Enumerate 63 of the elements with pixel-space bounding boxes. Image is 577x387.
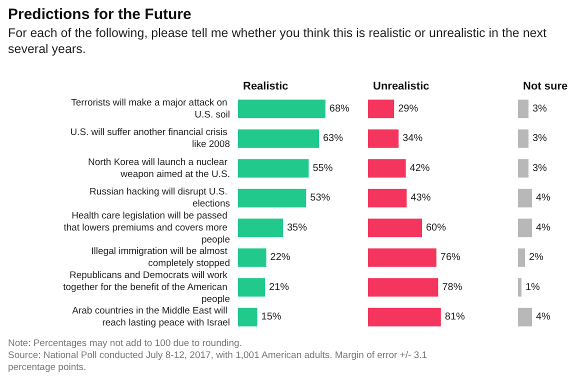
bar — [238, 248, 266, 267]
data-label: 4% — [536, 312, 551, 323]
y-tick-label: U.S. will suffer another financial crisis like 2008 — [70, 127, 230, 150]
data-label: 42% — [410, 162, 430, 174]
data-label: 2% — [529, 252, 544, 264]
text: Predictions for the Future — [8, 6, 192, 23]
y-tick-label: Terrorists will make a major attack on U.S. soil — [71, 97, 230, 120]
bar — [518, 218, 532, 238]
bar — [368, 188, 407, 208]
legend-title: Unrealistic — [373, 80, 430, 92]
bar — [368, 129, 399, 148]
bar — [518, 188, 532, 208]
legend-title: Realistic — [243, 80, 288, 92]
bar — [238, 188, 306, 208]
data-label: 22% — [270, 252, 290, 264]
data-label: 78% — [442, 282, 462, 293]
data-label: 4% — [536, 192, 551, 204]
chart-subtitle: For each of the following, please tell me whether you think this is realistic or unrealistic in the next several years. — [8, 25, 548, 57]
bar — [368, 278, 438, 297]
data-label: 3% — [532, 133, 548, 144]
y-tick-label: Arab countries in the Middle East will reach lasting peace with Israel — [72, 306, 230, 329]
data-label: 35% — [287, 222, 308, 234]
bar — [518, 159, 528, 178]
bar — [518, 308, 532, 326]
data-label: 21% — [269, 282, 290, 293]
data-label: 1% — [526, 282, 540, 293]
data-label: 3% — [532, 103, 548, 114]
bar — [518, 248, 525, 267]
bar — [518, 278, 522, 297]
bar — [368, 100, 394, 118]
bar — [238, 218, 283, 238]
y-tick-label: Republicans and Democrats will work together for the benefit of the American people — [63, 270, 230, 305]
data-label: 3% — [532, 162, 548, 174]
bar — [518, 100, 528, 118]
bar — [238, 308, 258, 326]
data-label: 81% — [444, 312, 466, 323]
bar — [238, 278, 265, 297]
y-tick-label: Illegal immigration will be almost completely stopped — [91, 246, 230, 270]
y-tick-label: Russian hacking will disrupt U.S. elections — [90, 186, 230, 210]
data-label: 55% — [312, 162, 333, 174]
data-label: 15% — [261, 312, 282, 323]
data-label: 34% — [402, 133, 423, 144]
text: Note: Percentages may not add to 100 due to rounding. — [8, 338, 243, 350]
bar — [368, 248, 436, 267]
legend-title: Not sure — [523, 80, 568, 92]
bar — [238, 159, 309, 178]
bar — [238, 100, 326, 118]
bar — [368, 159, 406, 178]
bar — [368, 218, 422, 238]
source-note: Source: National Poll conducted July 8-12, 2017, with 1,001 American adults. Margin of error +/- 3.1 percentage points. — [8, 350, 428, 374]
y-tick-label: North Korea will launch a nuclear weapon aimed at the U.S. — [88, 156, 230, 180]
data-label: 53% — [310, 192, 330, 204]
bar — [518, 129, 528, 148]
bar — [368, 308, 441, 326]
data-label: 68% — [329, 103, 350, 114]
bar — [238, 129, 319, 148]
data-label: 4% — [536, 222, 551, 234]
y-tick-label: Health care legislation will be passed that lowers premiums and covers more people — [64, 210, 230, 246]
data-label: 60% — [426, 222, 446, 234]
data-label: 43% — [410, 192, 431, 204]
data-label: 63% — [323, 133, 344, 144]
data-label: 76% — [440, 252, 461, 264]
data-label: 29% — [398, 103, 418, 114]
